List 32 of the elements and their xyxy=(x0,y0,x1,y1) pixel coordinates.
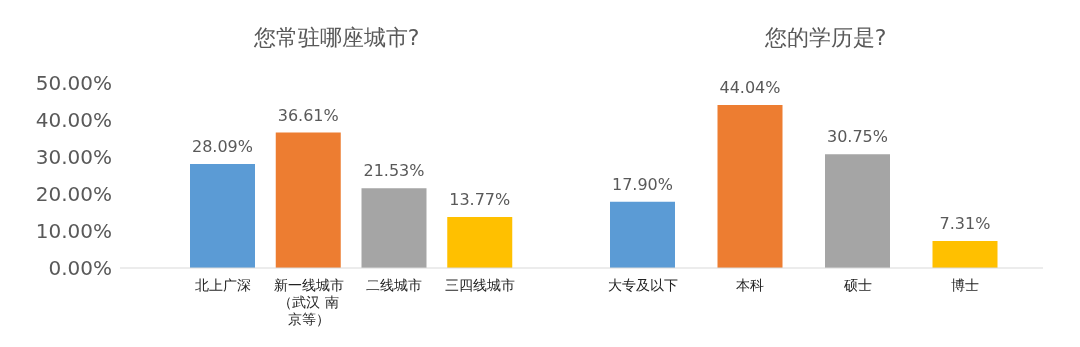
y-tick-label: 10.00% xyxy=(35,219,112,244)
bar xyxy=(447,217,513,268)
data-label: 7.31% xyxy=(939,213,991,233)
bar xyxy=(361,188,427,268)
data-label: 13.77% xyxy=(449,190,511,210)
data-label: 17.90% xyxy=(611,174,674,194)
x-tick-label: 三四线城市 xyxy=(445,277,516,293)
bar xyxy=(275,132,341,268)
chart-title: 您常驻哪座城市? xyxy=(252,24,421,52)
bar xyxy=(932,240,998,268)
data-label: 30.75% xyxy=(826,127,889,147)
bar xyxy=(190,164,255,268)
y-tick-label: 0.00% xyxy=(48,256,112,281)
y-tick-label: 40.00% xyxy=(35,108,112,133)
data-label: 21.53% xyxy=(363,161,425,181)
bar xyxy=(610,201,675,268)
x-tick-label: 硕士 xyxy=(842,277,872,293)
data-label: 28.09% xyxy=(191,137,254,157)
data-label: 44.04% xyxy=(719,78,781,98)
x-tick-label: 大专及以下 xyxy=(607,277,678,293)
x-tick-label: 北上广深 xyxy=(194,277,251,293)
y-tick-label: 20.00% xyxy=(35,182,112,207)
bar xyxy=(717,105,783,268)
y-tick-label: 30.00% xyxy=(35,145,112,170)
y-tick-label: 50.00% xyxy=(35,71,112,96)
x-tick-label: 本科 xyxy=(736,277,765,293)
bar xyxy=(825,154,890,268)
data-label: 36.61% xyxy=(277,105,339,125)
chart-title: 您的学历是? xyxy=(763,24,888,52)
x-tick-label: 新一线城市（武汉 南京等） xyxy=(273,277,344,327)
x-tick-label: 博士 xyxy=(951,277,980,293)
x-tick-label: 二线城市 xyxy=(366,277,423,293)
